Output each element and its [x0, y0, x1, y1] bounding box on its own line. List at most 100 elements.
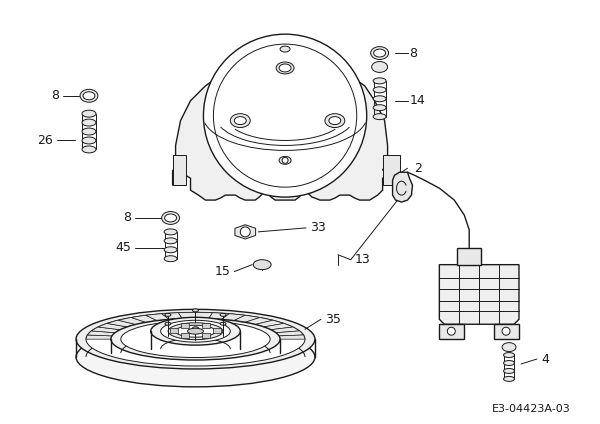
Polygon shape — [279, 335, 305, 339]
Ellipse shape — [165, 322, 171, 325]
Text: 15: 15 — [214, 265, 230, 278]
Text: 8: 8 — [123, 212, 131, 224]
Bar — [173, 155, 185, 185]
Ellipse shape — [82, 137, 96, 144]
Ellipse shape — [371, 47, 389, 59]
Ellipse shape — [176, 325, 215, 337]
Polygon shape — [209, 312, 229, 319]
Ellipse shape — [329, 117, 341, 125]
Ellipse shape — [503, 377, 515, 381]
Ellipse shape — [76, 327, 315, 387]
Ellipse shape — [164, 238, 177, 244]
Circle shape — [502, 327, 510, 335]
Text: 26: 26 — [37, 134, 53, 147]
Bar — [181, 333, 188, 338]
Ellipse shape — [279, 64, 291, 72]
Polygon shape — [439, 265, 519, 324]
Polygon shape — [234, 315, 260, 322]
Bar — [494, 324, 519, 339]
Polygon shape — [86, 335, 112, 339]
Polygon shape — [161, 312, 182, 319]
Ellipse shape — [276, 62, 294, 74]
Ellipse shape — [220, 322, 226, 325]
Polygon shape — [235, 225, 256, 239]
Text: 8: 8 — [409, 47, 418, 59]
Bar — [214, 328, 221, 333]
Ellipse shape — [188, 328, 203, 334]
Ellipse shape — [161, 212, 179, 224]
Ellipse shape — [83, 92, 95, 100]
Bar — [457, 248, 481, 265]
Ellipse shape — [193, 309, 199, 312]
Text: 8: 8 — [51, 89, 59, 102]
Ellipse shape — [503, 353, 515, 357]
Ellipse shape — [161, 320, 230, 342]
Ellipse shape — [220, 313, 226, 316]
Ellipse shape — [164, 247, 177, 253]
Ellipse shape — [373, 105, 386, 111]
Ellipse shape — [280, 46, 290, 52]
Bar — [383, 155, 400, 185]
Text: E3-04423A-03: E3-04423A-03 — [492, 404, 571, 414]
Ellipse shape — [165, 313, 171, 316]
Polygon shape — [146, 314, 169, 321]
Ellipse shape — [502, 343, 516, 351]
Ellipse shape — [82, 110, 96, 117]
Polygon shape — [107, 320, 136, 327]
Polygon shape — [271, 327, 299, 333]
Ellipse shape — [164, 214, 176, 222]
Ellipse shape — [111, 318, 280, 360]
Ellipse shape — [86, 312, 305, 366]
Ellipse shape — [193, 327, 199, 330]
Text: 2: 2 — [415, 162, 422, 175]
Text: 33: 33 — [310, 221, 326, 234]
Circle shape — [203, 34, 367, 197]
Ellipse shape — [503, 360, 515, 365]
Polygon shape — [173, 65, 400, 200]
Ellipse shape — [503, 368, 515, 374]
Polygon shape — [221, 314, 245, 321]
Polygon shape — [256, 320, 284, 327]
Text: 45: 45 — [115, 241, 131, 254]
Polygon shape — [178, 312, 196, 318]
Ellipse shape — [230, 114, 250, 128]
Polygon shape — [245, 318, 273, 324]
Ellipse shape — [164, 256, 177, 262]
Circle shape — [448, 327, 455, 335]
Ellipse shape — [164, 229, 177, 235]
Polygon shape — [118, 318, 146, 324]
Ellipse shape — [82, 128, 96, 135]
Polygon shape — [98, 324, 127, 330]
Ellipse shape — [121, 321, 270, 357]
Bar — [170, 328, 178, 333]
Text: 14: 14 — [409, 94, 425, 107]
Ellipse shape — [253, 259, 271, 270]
Text: 13: 13 — [355, 253, 370, 266]
Ellipse shape — [80, 89, 98, 102]
Ellipse shape — [373, 78, 386, 84]
Polygon shape — [276, 331, 304, 336]
Ellipse shape — [374, 49, 386, 57]
Ellipse shape — [76, 310, 315, 369]
Ellipse shape — [235, 117, 246, 125]
Ellipse shape — [82, 146, 96, 153]
Polygon shape — [88, 331, 115, 336]
Ellipse shape — [373, 114, 386, 120]
Polygon shape — [264, 324, 293, 330]
Polygon shape — [392, 172, 412, 202]
Circle shape — [282, 157, 288, 163]
Bar — [439, 324, 464, 339]
Polygon shape — [196, 312, 212, 318]
Bar — [202, 323, 211, 328]
Bar — [181, 323, 188, 328]
Circle shape — [214, 44, 357, 187]
Polygon shape — [91, 327, 120, 333]
Polygon shape — [131, 315, 157, 322]
Ellipse shape — [325, 114, 345, 128]
Ellipse shape — [279, 156, 291, 165]
Ellipse shape — [82, 119, 96, 126]
Ellipse shape — [371, 61, 388, 73]
Ellipse shape — [373, 87, 386, 93]
Ellipse shape — [168, 323, 223, 340]
Text: 4: 4 — [541, 352, 549, 365]
